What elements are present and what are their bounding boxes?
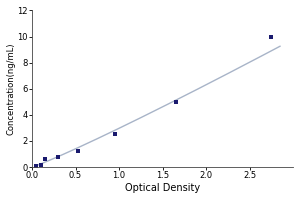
Point [43,157,48,161]
X-axis label: Optical Density: Optical Density [125,183,200,193]
Point [56,155,60,158]
Y-axis label: Concentration(ng/mL): Concentration(ng/mL) [7,43,16,135]
Point [38,163,43,166]
Point [174,100,179,103]
Point [269,35,274,38]
Point [113,133,118,136]
Point [34,164,38,167]
Point [76,149,80,152]
